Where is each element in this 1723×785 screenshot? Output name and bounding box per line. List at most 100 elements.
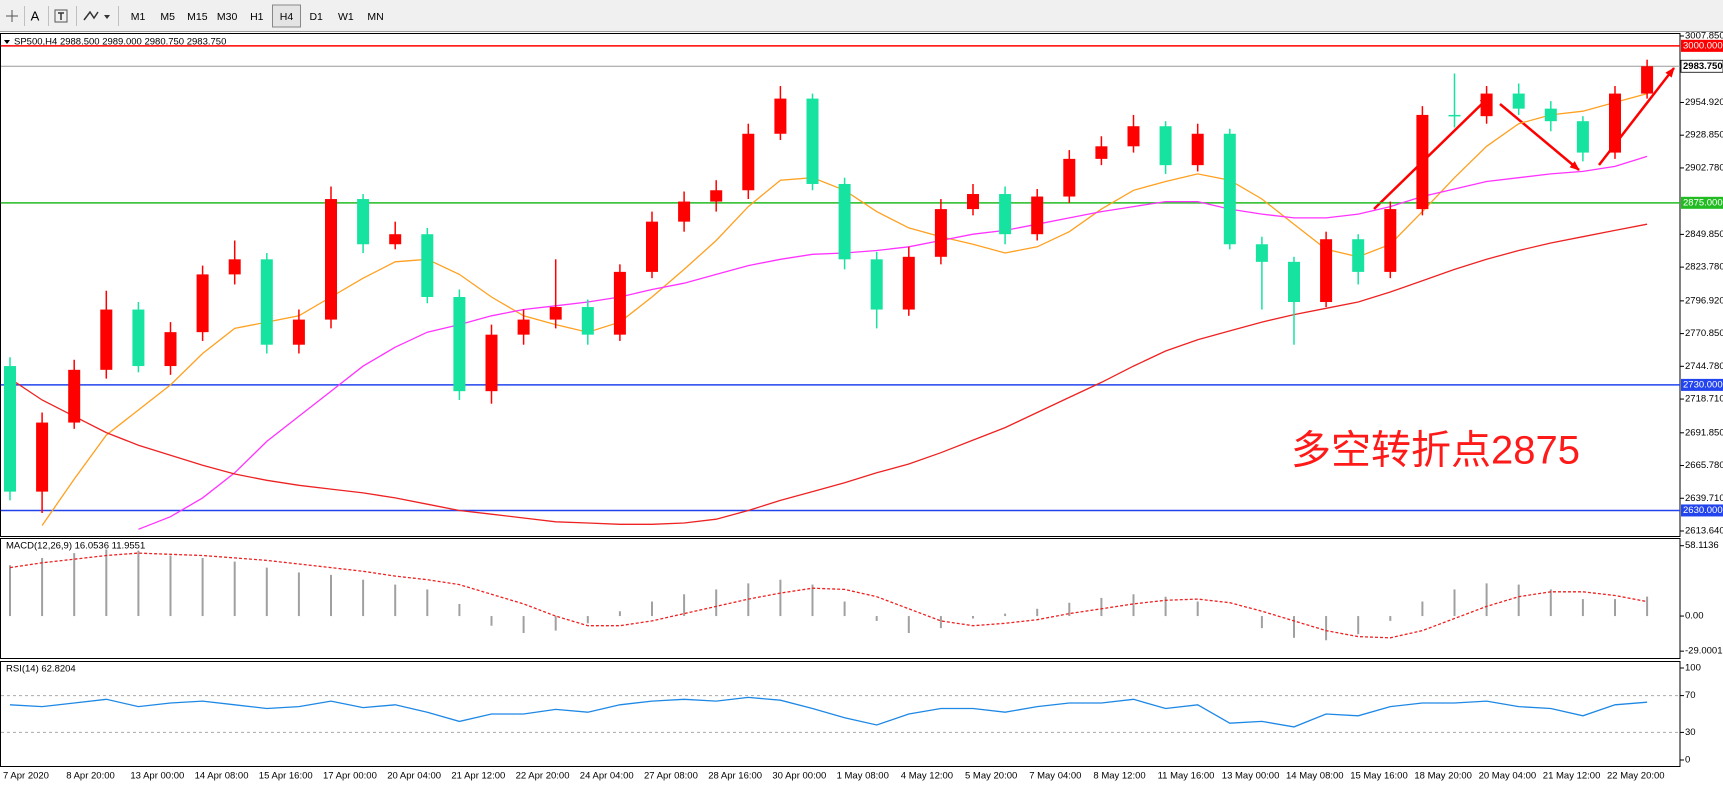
timeframe-button[interactable]: M15 [187, 11, 208, 23]
timeframe-label[interactable]: M30 [217, 11, 238, 23]
candle-body [196, 274, 209, 333]
candle-body [581, 307, 594, 335]
timeframe-button[interactable]: D1 [309, 11, 323, 23]
candle-body [710, 190, 723, 202]
x-tick-label: 28 Apr 16:00 [708, 771, 762, 782]
candle-body [646, 221, 658, 272]
y-tick-label: 100 [1685, 663, 1701, 674]
level-label: 2730.000 [1683, 379, 1723, 390]
toolbar: A M1 M5 M15 M30 H1 H4 D1 W1 MN [0, 0, 1723, 32]
candle-body [613, 271, 626, 335]
candle-body [1352, 239, 1365, 272]
indicator-title: RSI(14) 62.8204 [6, 664, 76, 675]
text-button[interactable]: A [31, 8, 40, 23]
moving-average-line [138, 155, 1648, 530]
candle-body [389, 234, 402, 245]
icon [104, 15, 110, 19]
candle-body [1448, 114, 1461, 117]
timeframe-label[interactable]: MN [367, 11, 383, 23]
timeframe-label[interactable]: W1 [338, 11, 354, 23]
y-tick-label: 2718.710 [1685, 394, 1723, 405]
candle-body [806, 98, 819, 184]
x-tick-label: 20 Apr 04:00 [387, 771, 441, 782]
timeframe-button[interactable]: H4 [272, 4, 301, 28]
x-tick-label: 13 May 00:00 [1222, 771, 1280, 782]
y-tick-label: 58.1136 [1685, 540, 1719, 551]
candle-body [999, 194, 1012, 235]
candle-body [357, 199, 370, 245]
timeframe-label[interactable]: M5 [160, 11, 175, 23]
icon [54, 9, 68, 23]
x-tick-label: 17 Apr 00:00 [323, 771, 377, 782]
timeframe-label[interactable]: M1 [131, 11, 146, 23]
candle-body [132, 309, 145, 367]
x-tick-label: 18 May 20:00 [1414, 771, 1472, 782]
macd-panel-frame [0, 538, 1681, 659]
x-tick-label: 22 Apr 20:00 [516, 771, 570, 782]
y-tick-label: 2849.850 [1685, 229, 1723, 240]
candle-body [1031, 196, 1044, 235]
timeframe-button[interactable]: M30 [217, 11, 238, 23]
collapse-icon [4, 40, 10, 44]
candle-body [453, 296, 466, 392]
moving-average-line [9, 223, 1648, 525]
y-tick-label: 2928.850 [1685, 130, 1723, 141]
candle-body [1255, 244, 1268, 262]
candle-body [485, 334, 498, 392]
candle-body [1544, 108, 1557, 122]
timeframe-button[interactable]: W1 [338, 11, 354, 23]
timeframe-button[interactable]: H1 [250, 11, 264, 23]
x-tick-label: 21 May 12:00 [1543, 771, 1601, 782]
candle-body [421, 234, 434, 297]
timeframe-label[interactable]: H4 [280, 11, 294, 23]
timeframe-label[interactable]: H1 [250, 11, 264, 23]
x-tick-label: 20 May 04:00 [1479, 771, 1537, 782]
y-tick-label: 2796.920 [1685, 295, 1723, 306]
rsi-panel-frame [0, 661, 1681, 767]
y-tick-label: 2639.710 [1685, 493, 1723, 504]
y-tick-label: 0.00 [1685, 611, 1704, 622]
icon [83, 10, 99, 21]
y-tick-label: 2823.780 [1685, 262, 1723, 273]
arrow [1373, 96, 1490, 210]
indicator-title: MACD(12,26,9) 16.0536 11.9551 [6, 541, 145, 552]
level-label-box [1681, 196, 1723, 209]
timeframe-button[interactable]: MN [367, 11, 383, 23]
x-tick-label: 15 May 16:00 [1350, 771, 1408, 782]
x-tick-label: 24 Apr 04:00 [580, 771, 634, 782]
text-label-button[interactable] [54, 9, 68, 23]
candle-body [549, 307, 562, 320]
timeframe-button[interactable]: M1 [131, 11, 146, 23]
x-tick-label: 14 Apr 08:00 [195, 771, 249, 782]
x-tick-label: 21 Apr 12:00 [451, 771, 505, 782]
level-label-box [1681, 378, 1723, 391]
level-label: 2630.000 [1683, 505, 1723, 516]
timeframe-label[interactable]: D1 [309, 11, 323, 23]
x-tick-label: 22 May 20:00 [1607, 771, 1665, 782]
main-panel-frame [0, 33, 1681, 537]
y-tick-label: 2691.850 [1685, 427, 1723, 438]
current-price-label: 2983.750 [1683, 61, 1723, 72]
y-tick-label: 2954.920 [1685, 97, 1723, 108]
y-tick-label: 2613.640 [1685, 526, 1723, 537]
x-tick-label: 15 Apr 16:00 [259, 771, 313, 782]
y-tick-label: 70 [1685, 690, 1696, 701]
rsi-line [9, 696, 1648, 728]
x-tick-label: 5 May 20:00 [965, 771, 1017, 782]
candle-body [870, 259, 883, 310]
timeframe-label[interactable]: M15 [187, 11, 208, 23]
y-tick-label: 3007.850 [1685, 31, 1723, 42]
y-tick-label: -29.0001 [1685, 646, 1723, 657]
x-tick-label: 27 Apr 08:00 [644, 771, 698, 782]
candle-body [838, 183, 851, 260]
timeframe-button[interactable]: M5 [160, 11, 175, 23]
candle-body [1288, 261, 1300, 303]
selected-frame [272, 4, 301, 28]
x-tick-label: 30 Apr 00:00 [772, 771, 826, 782]
level-label-box [1681, 39, 1723, 52]
crosshair-button[interactable] [6, 10, 18, 22]
objects-button[interactable] [83, 10, 110, 21]
x-tick-label: 4 May 12:00 [901, 771, 953, 782]
